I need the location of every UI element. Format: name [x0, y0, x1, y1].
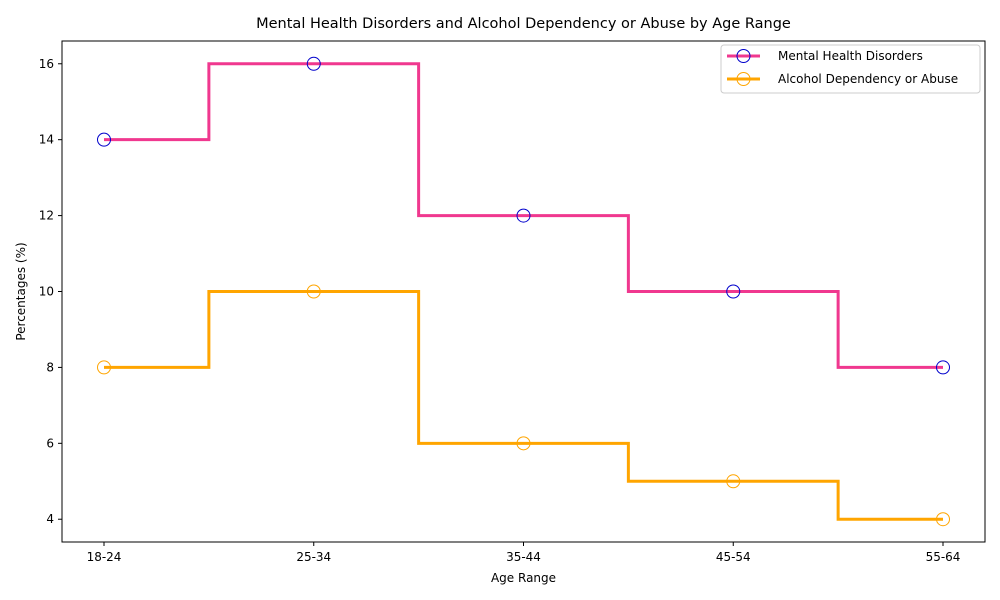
y-axis: 4 6 8 10 12 14 16: [39, 57, 62, 526]
series-line: [104, 290, 943, 521]
data-point: [516, 208, 531, 223]
series-layer: [97, 56, 950, 527]
x-tick-label: 25-34: [296, 550, 331, 564]
legend-marker: [736, 49, 751, 63]
y-tick-label: 10: [39, 285, 54, 299]
series-2: [97, 284, 950, 527]
legend-marker: [736, 72, 751, 86]
data-point: [306, 284, 321, 299]
chart-title: Mental Health Disorders and Alcohol Depe…: [256, 16, 791, 32]
legend-label: Mental Health Disorders: [778, 49, 923, 63]
series-line: [104, 62, 943, 369]
x-tick-label: 45-54: [716, 550, 751, 564]
y-tick-label: 14: [39, 133, 54, 147]
y-tick-label: 12: [39, 209, 54, 223]
legend-entry: Mental Health Disorders: [727, 49, 923, 63]
data-point: [97, 132, 111, 147]
legend: Mental Health Disorders Alcohol Dependenc…: [720, 44, 981, 94]
x-axis-title: Age Range: [491, 571, 556, 585]
legend-box: [720, 44, 981, 94]
y-tick-label: 16: [39, 57, 54, 71]
data-point: [936, 360, 950, 375]
y-tick-label: 8: [46, 360, 54, 374]
y-tick-label: 4: [46, 512, 54, 526]
data-point: [726, 474, 741, 489]
y-tick-label: 6: [46, 436, 54, 450]
x-axis: 18-24 25-34 35-44 45-54 55-64: [87, 542, 961, 564]
legend-entry: Alcohol Dependency or Abuse: [727, 72, 958, 86]
data-point: [306, 56, 321, 71]
data-point: [936, 512, 950, 527]
data-point: [516, 436, 531, 451]
x-tick-label: 55-64: [926, 550, 961, 564]
series-1: [97, 56, 950, 375]
x-tick-label: 35-44: [506, 550, 541, 564]
x-tick-label: 18-24: [87, 550, 122, 564]
data-point: [726, 284, 741, 299]
data-point: [97, 360, 111, 375]
y-axis-title: Percentages (%): [14, 242, 28, 340]
legend-label: Alcohol Dependency or Abuse: [778, 72, 958, 86]
